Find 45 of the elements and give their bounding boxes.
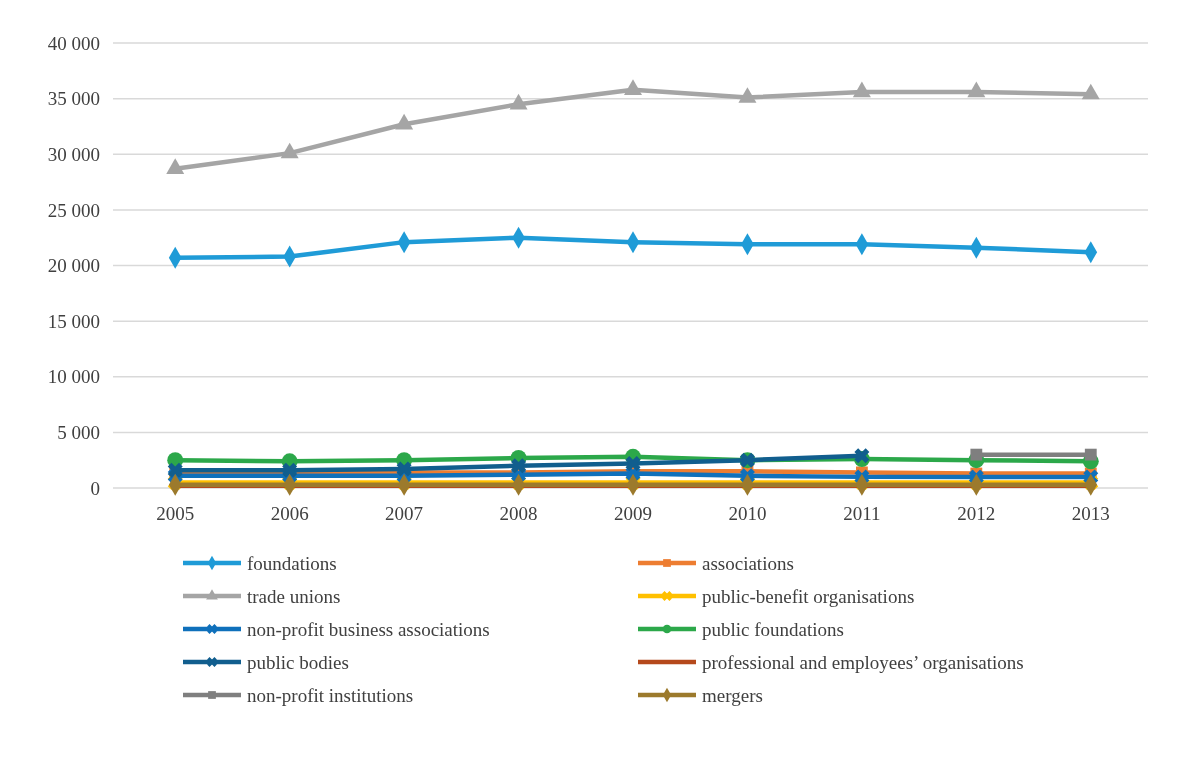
point — [509, 93, 528, 110]
legend-label: trade unions — [247, 585, 341, 607]
point — [396, 461, 412, 477]
legend-label: public foundations — [702, 618, 844, 640]
point — [511, 458, 527, 474]
x-tick-label: 2010 — [728, 503, 767, 524]
point — [1084, 448, 1097, 461]
y-tick-label: 25 000 — [47, 199, 100, 221]
point — [395, 113, 414, 130]
x-tick-label: 2009 — [614, 503, 652, 524]
x-tick-label: 2006 — [270, 503, 309, 524]
point — [280, 142, 299, 159]
x-tick-label: 2012 — [957, 503, 996, 524]
point — [852, 81, 871, 98]
point — [282, 462, 298, 478]
x-tick-label: 2008 — [499, 503, 538, 524]
x-tick-label: 2007 — [385, 503, 424, 524]
y-tick-label: 30 000 — [47, 143, 100, 165]
legend-label: non-profit business associations — [247, 618, 490, 640]
legend-label: public-benefit organisations — [702, 585, 915, 607]
point — [967, 81, 986, 98]
y-tick-label: 10 000 — [47, 366, 100, 388]
y-tick-label: 15 000 — [47, 310, 100, 332]
x-tick-label: 2013 — [1071, 503, 1110, 524]
legend-label: non-profit institutions — [247, 684, 414, 706]
legend-label: mergers — [702, 684, 763, 706]
point — [738, 87, 757, 103]
point — [854, 448, 870, 464]
legend-label: associations — [702, 552, 794, 574]
legend-label: public bodies — [247, 651, 349, 673]
point — [1081, 83, 1100, 100]
y-tick-label: 35 000 — [47, 88, 100, 110]
point — [624, 79, 642, 95]
y-tick-label: 40 000 — [47, 32, 100, 54]
legend-label: professional and employees’ organisations — [702, 651, 1024, 673]
y-tick-label: 0 — [90, 477, 100, 499]
x-tick-label: 2011 — [843, 503, 881, 524]
legend-label: foundations — [247, 552, 337, 574]
point — [166, 158, 185, 174]
y-tick-label: 5 000 — [57, 422, 100, 444]
y-tick-label: 20 000 — [47, 255, 100, 277]
point — [167, 462, 183, 478]
x-tick-label: 2005 — [156, 503, 195, 524]
point — [625, 456, 641, 472]
point — [970, 448, 983, 461]
